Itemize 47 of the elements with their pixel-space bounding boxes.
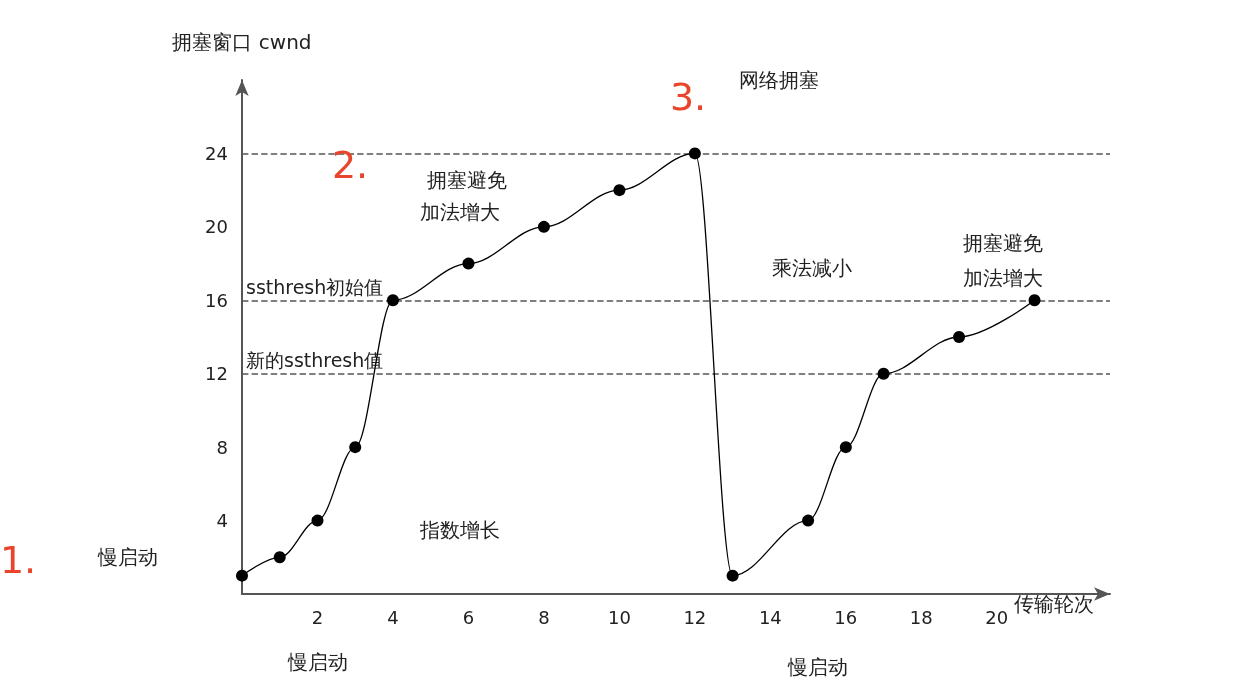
point xyxy=(311,514,324,527)
annotation: 3. xyxy=(669,75,707,119)
x-tick-label: 20 xyxy=(985,606,1009,628)
annotation: 指数增长 xyxy=(419,518,500,542)
text: 慢启动 xyxy=(787,655,848,679)
y-tick-label: 20 xyxy=(205,216,228,238)
text: 1. xyxy=(0,538,37,582)
y-tick-label: 12 xyxy=(205,363,228,385)
y-tick-label: 4 xyxy=(216,510,228,532)
point xyxy=(537,220,550,233)
annotation: 拥塞避免 xyxy=(427,168,507,192)
point xyxy=(953,331,966,343)
point xyxy=(802,514,815,527)
y-axis-title: 拥塞窗口 cwnd xyxy=(172,30,312,54)
point xyxy=(386,294,399,307)
annotation: 拥塞避免 xyxy=(963,231,1043,255)
y-tick-label: 24 xyxy=(205,142,228,164)
x-tick-label: 6 xyxy=(462,606,475,628)
annotation: 加法增大 xyxy=(963,266,1043,290)
x-tick-label: 12 xyxy=(683,606,707,628)
point xyxy=(877,367,890,380)
text: 慢启动 xyxy=(287,650,348,674)
point xyxy=(236,569,248,582)
x-tick-label: 16 xyxy=(834,606,858,628)
point xyxy=(1028,294,1041,307)
annotation: 乘法减小 xyxy=(772,256,852,280)
point xyxy=(462,257,475,270)
point xyxy=(613,184,626,197)
annotation: 网络拥塞 xyxy=(739,68,819,92)
text: 慢启动 xyxy=(97,545,158,569)
y-tick-label: 8 xyxy=(216,436,228,458)
point xyxy=(726,569,739,582)
annotation: 加法增大 xyxy=(420,200,500,224)
x-tick-label: 4 xyxy=(387,606,399,628)
x-axis-title: 传输轮次 xyxy=(1014,592,1095,616)
point xyxy=(349,441,362,454)
x-tick-label: 18 xyxy=(909,606,933,628)
point xyxy=(273,551,286,564)
x-tick-label: 2 xyxy=(311,606,324,628)
ref-line-label: ssthresh初始值 xyxy=(246,275,384,298)
x-tick-label: 10 xyxy=(607,606,631,628)
y-tick-label: 16 xyxy=(205,289,228,311)
x-tick-label: 14 xyxy=(758,606,782,628)
point xyxy=(688,147,701,160)
annotation: 2. xyxy=(331,143,369,187)
point xyxy=(839,441,852,454)
x-tick-label: 8 xyxy=(538,606,550,628)
